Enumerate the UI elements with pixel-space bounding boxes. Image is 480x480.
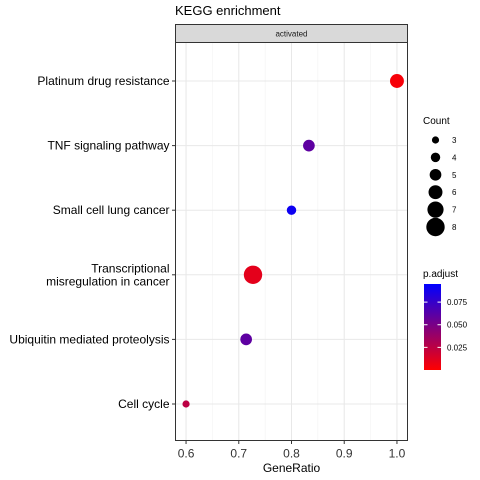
data-point [286, 205, 297, 215]
count-legend-key [426, 217, 445, 237]
count-legend-label: 5 [452, 171, 457, 180]
data-point [389, 74, 404, 88]
y-tick-label: Platinum drug resistance [37, 74, 169, 88]
count-legend-label: 6 [452, 188, 457, 197]
count-legend-key [427, 201, 444, 218]
data-point [182, 400, 190, 408]
y-axis: Platinum drug resistance TNF signaling pa… [9, 74, 176, 411]
colorbar-label: 0.025 [447, 343, 468, 352]
count-legend-label: 3 [452, 136, 457, 145]
y-tick-label: misregulation in cancer [46, 274, 169, 288]
y-tick-label: TNF signaling pathway [47, 139, 169, 153]
chart-title: KEGG enrichment [175, 3, 281, 18]
y-tick-label: Small cell lung cancer [53, 203, 170, 217]
data-points [182, 74, 404, 408]
colorbar-label: 0.075 [447, 298, 468, 307]
facet-strip-label: activated [275, 30, 307, 39]
x-tick-label: 0.9 [336, 447, 353, 461]
count-legend-key [430, 152, 441, 163]
data-point [243, 265, 263, 284]
count-legend-label: 7 [452, 206, 457, 215]
y-tick-label: Transcriptional [91, 261, 169, 275]
count-legend-title: Count [423, 116, 450, 127]
count-legend-key [429, 168, 442, 181]
x-tick-label: 0.8 [283, 447, 300, 461]
data-point [240, 333, 252, 346]
count-legend-key [428, 185, 443, 200]
x-tick-label: 0.7 [230, 447, 247, 461]
p-adjust-legend: p.adjust 0.025 0.050 0.075 [423, 269, 468, 370]
x-tick-label: 1.0 [389, 447, 406, 461]
x-axis-title: GeneRatio [263, 461, 321, 475]
y-tick-label: Ubiquitin mediated proteolysis [9, 332, 169, 346]
x-axis: 0.6 0.7 0.8 0.9 1.0 [178, 440, 406, 461]
p-adjust-legend-title: p.adjust [423, 269, 458, 280]
p-adjust-colorbar [424, 284, 441, 370]
count-legend-key [431, 136, 440, 144]
x-tick-label: 0.6 [178, 447, 195, 461]
data-point [303, 139, 315, 152]
count-legend-label: 4 [452, 153, 457, 162]
colorbar-label: 0.050 [447, 321, 468, 330]
y-tick-label: Cell cycle [118, 397, 170, 411]
count-legend-label: 8 [452, 223, 457, 232]
